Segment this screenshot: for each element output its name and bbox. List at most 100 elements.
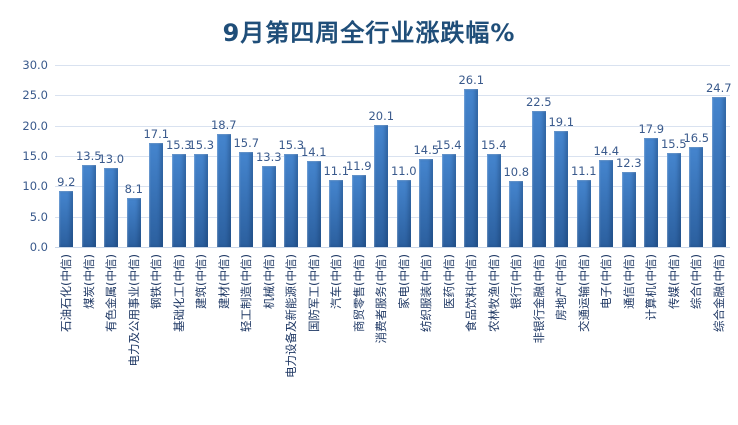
x-axis-category-label: 商贸零售(中信) [351,254,366,332]
bar-slot: 8.1 [123,65,146,247]
bar-value-label: 15.3 [188,138,215,153]
bar [576,179,591,247]
bar-value-label: 19.1 [548,115,575,130]
bar [216,133,231,247]
x-axis-category-label: 传媒(中信) [666,254,681,309]
bar-value-label: 11.1 [323,163,350,178]
bar [644,138,659,247]
x-axis-category-label: 有色金属(中信) [104,254,119,332]
x-axis-category-label: 计算机(中信) [644,254,659,321]
bar-slot: 26.1 [458,65,485,247]
x-axis-category-label: 建材(中信) [216,254,231,309]
bar-slot: 15.3 [188,65,215,247]
bar-value-label: 11.0 [390,164,417,179]
bar-slot: 11.9 [345,65,372,247]
bar [554,131,569,247]
plot-area: 9.2 13.5 13.0 8.1 17.1 15.3 15.3 18.7 15.7 13.3 15… [55,65,732,248]
x-axis-category-label: 家电(中信) [396,254,411,309]
bar-value-label: 13.0 [98,152,125,167]
y-axis-tick-label: 5.0 [29,209,48,224]
bar [329,179,344,247]
gridline [55,186,730,188]
bar-slot: 15.7 [233,65,260,247]
bar-slot: 24.7 [706,65,732,247]
bar-value-label: 15.3 [278,138,305,153]
y-axis-tick-label: 25.0 [22,88,48,103]
x-axis-category-label: 机械(中信) [261,254,276,309]
x-axis-category-label: 房地产(中信) [554,254,569,321]
bar-value-label: 14.5 [413,143,440,158]
bar-value-label: 15.4 [480,137,507,152]
x-axis-category-label: 综合(中信) [689,254,704,309]
chart-title: 9月第四周全行业涨跌幅% [222,19,516,47]
bar [666,152,681,247]
gridline [55,247,730,248]
x-axis-category-label: 汽车(中信) [329,254,344,309]
x-axis-category-label: 交通运输(中信) [576,254,591,332]
bar-value-label: 11.9 [345,158,372,173]
bar-slot: 11.0 [390,65,417,247]
x-axis-category-label: 纺织服装(中信) [419,254,434,332]
y-axis-tick-label: 15.0 [22,149,48,163]
x-axis-category-label: 通信(中信) [621,254,636,309]
bar-slot: 20.1 [368,65,394,247]
bar [104,168,119,247]
bar [284,154,299,247]
bar-slot: 15.3 [166,65,192,247]
bar-slot: 12.3 [615,65,642,247]
bar [689,146,704,247]
y-axis-tick-label: 20.0 [22,118,48,133]
x-axis-category-label: 综合金融(中信) [711,254,726,332]
bar [351,174,366,247]
bar-slot: 10.8 [503,65,529,247]
bar-slot: 11.1 [323,65,350,247]
bar [599,159,614,247]
bar-value-label: 11.1 [570,163,597,178]
bar-slot: 11.1 [570,65,597,247]
bar-slot: 17.1 [143,65,169,247]
bar-slot: 14.5 [413,65,440,247]
bar-value-label: 15.7 [233,135,260,150]
bar-slot: 9.2 [55,65,78,247]
bar-value-label: 8.1 [124,181,143,196]
bar-slot: 15.5 [660,65,687,247]
y-axis-tick-label: 0.0 [29,240,48,254]
x-axis-category-label: 农林牧渔(中信) [486,254,501,332]
bar-value-label: 15.4 [435,137,462,152]
bar [306,161,321,247]
bar [374,125,389,247]
x-axis-category-label: 电子(中信) [599,254,614,309]
bar-slot: 19.1 [548,65,575,247]
x-axis-category-label: 建筑(中信) [194,254,209,309]
bar [419,159,434,247]
bar-value-label: 16.5 [683,130,710,145]
bar [81,165,96,247]
x-axis-category-label: 钢铁(中信) [149,254,164,309]
x-axis-category-label: 基础化工(中信) [171,254,186,332]
bar-value-label: 15.5 [660,136,687,151]
x-axis-category-label: 银行(中信) [509,254,524,309]
x-axis-category-label: 石油石化(中信) [59,254,74,332]
bar [486,153,501,247]
bar-slot: 15.3 [278,65,305,247]
bar [464,88,479,247]
bar-slot: 13.5 [76,65,102,247]
bar-value-label: 12.3 [615,156,642,171]
bar-slot: 13.3 [256,65,282,247]
bar-value-label: 22.5 [525,94,552,109]
x-axis-category-label: 电力及公用事业(中信) [126,254,141,367]
x-axis-category-label: 煤炭(中信) [81,254,96,309]
gridline [55,156,730,157]
bar-slot: 14.4 [593,65,619,247]
bar-slot: 15.4 [480,65,507,247]
bar-value-label: 18.7 [210,117,237,132]
bar [239,151,254,247]
bar-value-label: 26.1 [458,72,485,87]
gridline [55,95,730,97]
bar-value-label: 9.2 [57,175,76,190]
bar [171,154,186,247]
bar-value-label: 17.9 [638,122,665,137]
bar-slot: 22.5 [525,65,552,247]
bar-slot: 16.5 [683,65,710,247]
